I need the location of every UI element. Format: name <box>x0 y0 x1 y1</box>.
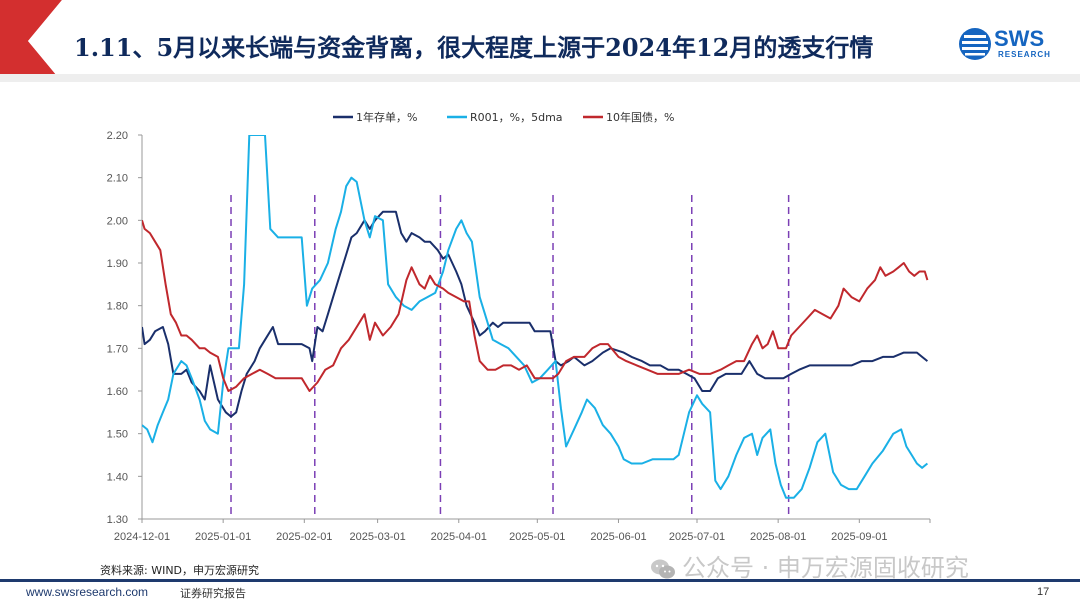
legend-label-3: 10年国债，% <box>606 110 674 124</box>
footer-url-link[interactable]: www.swsresearch.com <box>26 585 149 599</box>
y-tick-label: 1.50 <box>107 429 128 441</box>
legend-label-1: 1年存单，% <box>356 110 417 124</box>
y-tick-label: 1.40 <box>107 471 128 483</box>
y-tick-label: 2.10 <box>107 173 128 185</box>
series-group <box>142 135 929 499</box>
x-tick-label: 2025-03-01 <box>349 531 405 543</box>
series-line-2 <box>142 135 929 499</box>
y-tick-label: 2.20 <box>107 130 128 142</box>
x-tick-label: 2024-12-01 <box>114 531 170 543</box>
y-tick-label: 1.30 <box>107 514 128 526</box>
y-tick-label: 1.90 <box>107 258 128 270</box>
x-tick-label: 2025-08-01 <box>750 531 806 543</box>
watermark: 公众号 · 申万宏源固收研究 <box>650 548 969 583</box>
y-tick-label: 1.70 <box>107 343 128 355</box>
page-number: 17 <box>1037 586 1050 598</box>
y-tick-label: 1.60 <box>107 386 128 398</box>
series-line-3 <box>142 220 929 392</box>
y-tick-label: 1.80 <box>107 301 128 313</box>
footer-divider <box>0 579 1080 582</box>
x-tick-label: 2025-05-01 <box>509 531 565 543</box>
title-decoration <box>0 0 1080 82</box>
title-bar: 1.11、5月以来长端与资金背离，很大程度上源于2024年12月的透支行情 SW… <box>0 0 1080 82</box>
x-tick-label: 2025-01-01 <box>195 531 251 543</box>
page-title: 1.11、5月以来长端与资金背离，很大程度上源于2024年12月的透支行情 <box>74 33 874 62</box>
sws-logo: SWS RESEARCH <box>958 24 1068 64</box>
x-tick-label: 2025-02-01 <box>276 531 332 543</box>
x-tick-label: 2025-07-01 <box>669 531 725 543</box>
source-note: 资料来源: WIND，申万宏源研究 <box>100 564 260 577</box>
title-red-chevron <box>0 0 62 82</box>
chart-svg: 1.30 1.40 1.50 1.60 1.70 1.80 1.90 2.00 2.10 2.20… <box>107 110 931 543</box>
legend-label-2: R001，%，5dma <box>470 111 563 124</box>
y-tick-label: 2.00 <box>107 215 128 227</box>
logo-emblem-icon <box>959 28 991 60</box>
logo-subtext: RESEARCH <box>998 50 1051 59</box>
x-tick-label: 2025-04-01 <box>431 531 487 543</box>
wechat-icon <box>651 559 675 579</box>
watermark-text: 公众号 · 申万宏源固收研究 <box>682 554 969 582</box>
line-chart: 1.30 1.40 1.50 1.60 1.70 1.80 1.90 2.00 2.10 2.20… <box>0 100 1080 550</box>
logo-text: SWS <box>994 26 1045 51</box>
x-tick-label: 2025-09-01 <box>831 531 887 543</box>
footer-report-label: 证券研究报告 <box>180 587 246 600</box>
x-tick-label: 2025-06-01 <box>590 531 646 543</box>
